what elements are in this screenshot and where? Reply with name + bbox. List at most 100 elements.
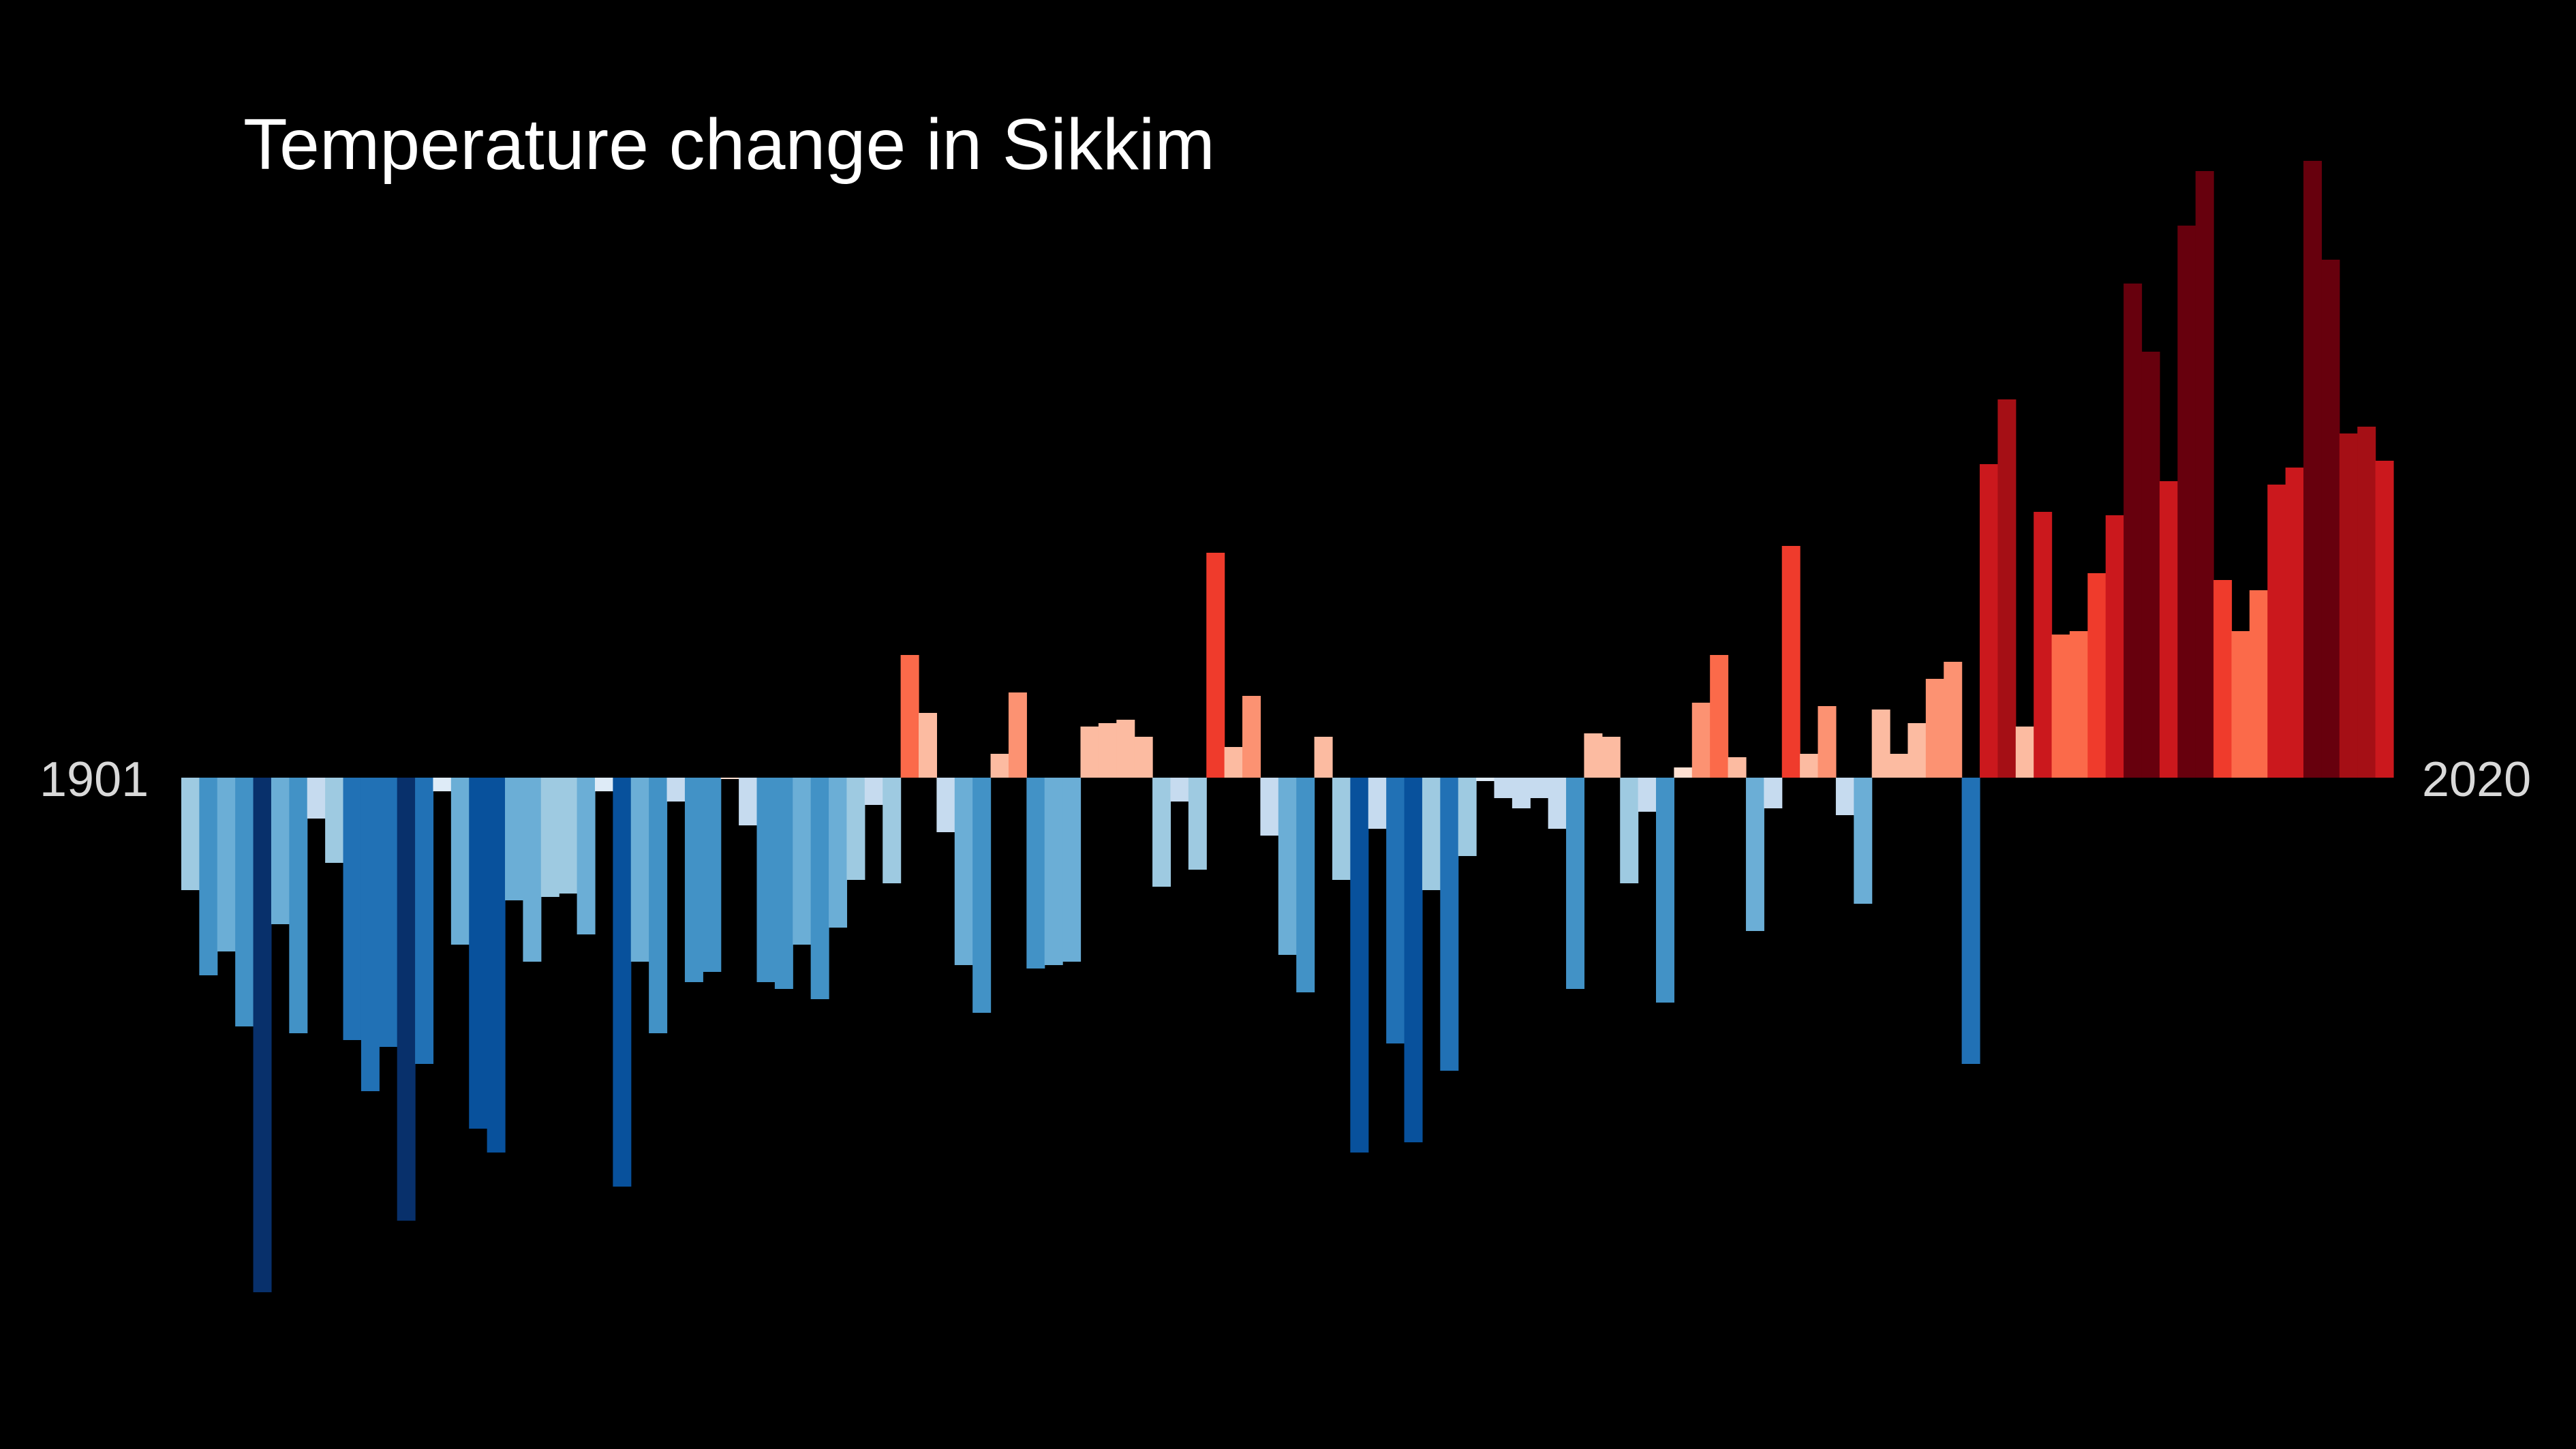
bar-1999 [1944,662,1963,778]
bar-1971 [1440,778,1459,1071]
bar-1980 [1601,737,1621,778]
bar-1918 [487,778,506,1153]
bar-1958 [1206,553,1225,778]
bar-2004 [2034,512,2053,778]
bar-1991 [1800,754,1819,778]
bar-1970 [1422,778,1441,890]
bar-1964 [1314,737,1333,778]
bar-1981 [1620,778,1639,883]
bar-1952 [1098,723,1117,778]
bar-2013 [2195,171,2214,778]
bar-1978 [1566,778,1585,989]
bar-1936 [810,778,829,999]
bar-1927 [649,778,668,1033]
bar-1915 [433,778,452,791]
bar-1930 [703,778,722,972]
bar-1968 [1386,778,1405,1043]
bar-1960 [1242,696,1261,778]
bar-1957 [1188,778,1207,870]
bar-2015 [2231,631,2250,778]
bar-1912 [379,778,398,1047]
bar-1935 [793,778,812,945]
bar-1920 [523,778,542,962]
bar-1933 [756,778,776,982]
bar-1903 [217,778,236,951]
bar-1943 [936,778,955,832]
bar-2022 [2357,427,2376,778]
bar-1993 [1835,778,1854,815]
bar-1996 [1890,754,1909,778]
start-year-label: 1901 [40,752,149,807]
bar-1922 [559,778,578,894]
bar-1976 [1530,778,1549,798]
bar-1990 [1781,546,1800,778]
bar-1974 [1494,778,1513,798]
bar-1941 [900,655,919,778]
bar-1959 [1224,747,1243,778]
bar-1973 [1476,778,1495,781]
bar-1932 [739,778,758,825]
bar-1904 [235,778,254,1026]
bar-1924 [594,778,613,791]
bar-1931 [720,778,739,779]
bar-1955 [1152,778,1171,887]
bar-1937 [829,778,848,928]
bar-1966 [1350,778,1369,1153]
bar-1921 [540,778,559,897]
bar-1977 [1548,778,1567,829]
bar-1965 [1332,778,1351,880]
bar-2000 [1961,778,1980,1064]
bar-1906 [271,778,290,924]
bar-1995 [1871,710,1890,778]
bar-1954 [1134,737,1153,778]
bar-1949 [1044,778,1063,965]
bar-1926 [630,778,649,962]
bar-1929 [684,778,703,982]
bar-2021 [2339,433,2358,778]
bar-1902 [199,778,218,975]
bar-1925 [613,778,632,1187]
bar-1956 [1170,778,1189,802]
bar-1901 [181,778,200,890]
bar-2006 [2069,631,2088,778]
bar-2010 [2141,352,2160,778]
bar-1944 [954,778,973,965]
bar-1916 [450,778,470,945]
bar-1945 [972,778,992,1013]
bar-1934 [774,778,793,989]
bar-1942 [919,713,937,778]
bar-1967 [1368,778,1387,829]
bar-1975 [1512,778,1531,808]
bar-1951 [1080,727,1099,778]
bar-2014 [2213,580,2233,778]
bar-1963 [1296,778,1315,992]
bar-2019 [2303,161,2322,778]
bar-2012 [2177,226,2196,778]
bar-1923 [577,778,596,934]
bar-1969 [1404,778,1423,1142]
bar-1914 [415,778,434,1064]
bar-1939 [864,778,883,805]
bar-1948 [1026,778,1045,968]
bar-1905 [253,778,272,1292]
bar-1989 [1764,778,1783,808]
chart-title: Temperature change in Sikkim [243,104,1215,185]
bar-1908 [307,778,326,819]
bar-2001 [1980,464,1999,778]
bar-1984 [1674,767,1693,778]
bar-2011 [2159,481,2178,778]
bar-2009 [2123,284,2143,778]
bar-1911 [361,778,380,1091]
bar-1962 [1278,778,1297,955]
bar-2003 [2015,727,2034,778]
bar-1998 [1925,679,1944,778]
bar-2020 [2321,260,2340,778]
bar-1953 [1116,720,1135,778]
bar-1946 [990,754,1009,778]
bar-2017 [2267,485,2286,778]
bar-2018 [2285,468,2304,778]
bar-1994 [1854,778,1873,904]
bar-1979 [1584,733,1603,778]
